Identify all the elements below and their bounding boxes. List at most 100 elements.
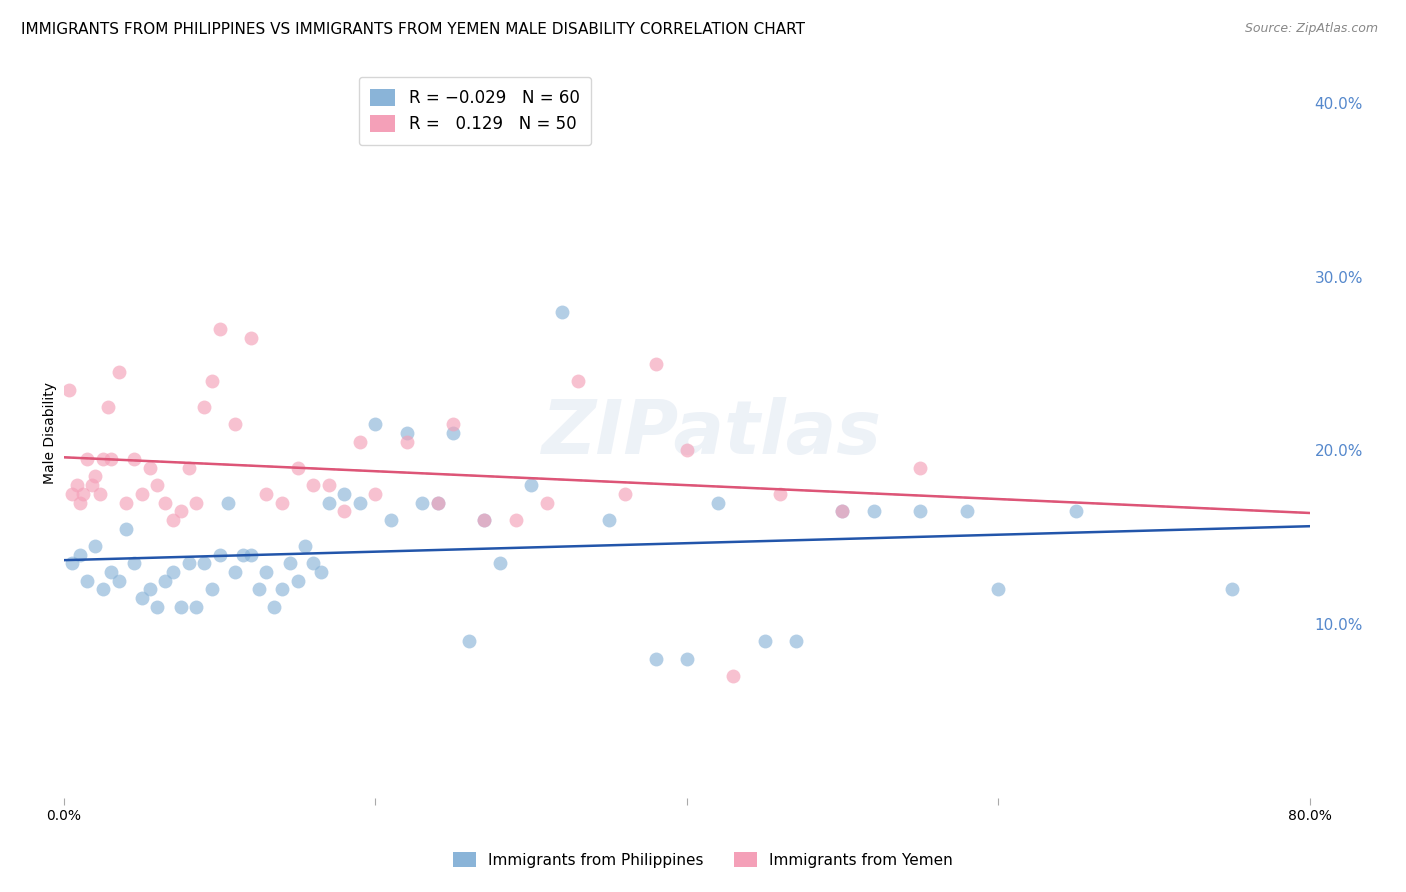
Point <box>333 504 356 518</box>
Point <box>754 634 776 648</box>
Point <box>364 487 387 501</box>
Point <box>146 599 169 614</box>
Point <box>567 374 589 388</box>
Y-axis label: Male Disability: Male Disability <box>44 382 58 484</box>
Point <box>505 513 527 527</box>
Point <box>69 548 91 562</box>
Point <box>170 504 193 518</box>
Point <box>474 513 496 527</box>
Point <box>131 591 153 605</box>
Point <box>65 478 87 492</box>
Point <box>76 574 98 588</box>
Point <box>287 574 309 588</box>
Point <box>426 495 449 509</box>
Point <box>239 548 262 562</box>
Point <box>72 487 94 501</box>
Point <box>707 495 730 509</box>
Point <box>91 452 114 467</box>
Text: ZIPatlas: ZIPatlas <box>541 397 882 469</box>
Point <box>60 487 83 501</box>
Point <box>769 487 792 501</box>
Point <box>287 460 309 475</box>
Point <box>271 582 294 597</box>
Point <box>58 383 80 397</box>
Point <box>263 599 285 614</box>
Point <box>536 495 558 509</box>
Point <box>208 322 231 336</box>
Point <box>831 504 853 518</box>
Point <box>177 460 200 475</box>
Point <box>318 495 340 509</box>
Point <box>613 487 636 501</box>
Point <box>162 565 184 579</box>
Point <box>256 487 278 501</box>
Point <box>84 469 107 483</box>
Point <box>441 417 464 432</box>
Point <box>131 487 153 501</box>
Point <box>1220 582 1243 597</box>
Point <box>115 522 138 536</box>
Point <box>107 574 129 588</box>
Point <box>411 495 433 509</box>
Point <box>100 565 122 579</box>
Point <box>862 504 884 518</box>
Point <box>333 487 356 501</box>
Point <box>217 495 239 509</box>
Point <box>644 357 666 371</box>
Point <box>146 478 169 492</box>
Point <box>598 513 620 527</box>
Point <box>76 452 98 467</box>
Point <box>69 495 91 509</box>
Point <box>155 574 177 588</box>
Point <box>457 634 479 648</box>
Point <box>644 652 666 666</box>
Point <box>80 478 103 492</box>
Point <box>89 487 111 501</box>
Point <box>675 652 697 666</box>
Point <box>551 304 574 318</box>
Point <box>349 495 371 509</box>
Point <box>520 478 543 492</box>
Point <box>239 330 262 344</box>
Point <box>395 426 418 441</box>
Point <box>100 452 122 467</box>
Point <box>247 582 270 597</box>
Legend: R = −0.029   N = 60, R =   0.129   N = 50: R = −0.029 N = 60, R = 0.129 N = 50 <box>359 77 592 145</box>
Point <box>831 504 853 518</box>
Point <box>208 548 231 562</box>
Point <box>910 460 932 475</box>
Point <box>956 504 979 518</box>
Point <box>193 557 215 571</box>
Point <box>294 539 316 553</box>
Point <box>278 557 301 571</box>
Point <box>224 565 246 579</box>
Point <box>426 495 449 509</box>
Point <box>177 557 200 571</box>
Text: IMMIGRANTS FROM PHILIPPINES VS IMMIGRANTS FROM YEMEN MALE DISABILITY CORRELATION: IMMIGRANTS FROM PHILIPPINES VS IMMIGRANT… <box>21 22 806 37</box>
Point <box>785 634 807 648</box>
Point <box>97 400 120 414</box>
Point <box>170 599 193 614</box>
Point <box>155 495 177 509</box>
Point <box>723 669 745 683</box>
Point <box>271 495 294 509</box>
Point <box>122 557 145 571</box>
Point <box>987 582 1010 597</box>
Point <box>60 557 83 571</box>
Point <box>193 400 215 414</box>
Point <box>201 582 224 597</box>
Point <box>675 443 697 458</box>
Point <box>232 548 254 562</box>
Point <box>84 539 107 553</box>
Point <box>380 513 402 527</box>
Point <box>138 582 160 597</box>
Point <box>309 565 332 579</box>
Point <box>256 565 278 579</box>
Point <box>224 417 246 432</box>
Point <box>1064 504 1087 518</box>
Point <box>910 504 932 518</box>
Point <box>302 478 325 492</box>
Point <box>364 417 387 432</box>
Point <box>201 374 224 388</box>
Point <box>91 582 114 597</box>
